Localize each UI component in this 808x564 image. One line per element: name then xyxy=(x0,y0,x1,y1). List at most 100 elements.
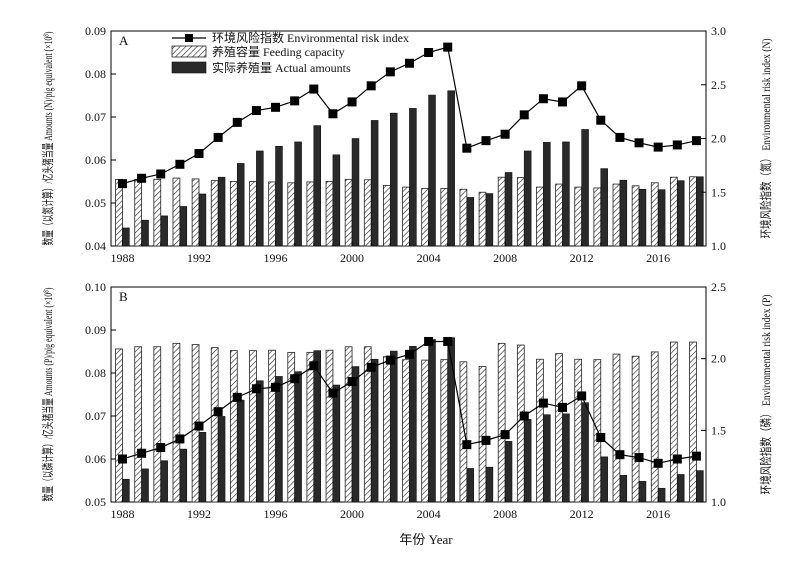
y2-axis-title: 环境风险指数（氮） Environmental risk index (N) xyxy=(758,39,773,239)
bar-actual-amounts xyxy=(600,456,608,503)
bar-feeding-capacity xyxy=(383,184,391,247)
risk-index-marker xyxy=(481,435,491,445)
bar-feeding-capacity xyxy=(516,344,525,503)
y2-tick-label: 2.0 xyxy=(711,132,726,146)
bar-feeding-capacity xyxy=(612,353,621,503)
bar-actual-amounts xyxy=(198,432,207,503)
risk-index-marker xyxy=(653,458,663,468)
bar-actual-amounts xyxy=(619,475,628,503)
bar-feeding-capacity xyxy=(689,176,697,247)
bar-actual-amounts xyxy=(677,180,685,247)
y-tick-label: 0.10 xyxy=(85,280,106,294)
y-tick-label: 0.09 xyxy=(85,323,106,337)
risk-index-marker xyxy=(596,115,606,125)
y-tick-label: 0.08 xyxy=(85,67,106,81)
bar-actual-amounts xyxy=(485,193,494,247)
risk-index-marker xyxy=(481,136,491,146)
bar-feeding-capacity xyxy=(249,350,257,503)
risk-index-marker xyxy=(538,94,548,104)
bar-feeding-capacity xyxy=(306,351,315,503)
bar-actual-amounts xyxy=(696,176,704,247)
bar-feeding-capacity xyxy=(650,182,659,247)
bar-actual-amounts xyxy=(390,350,398,503)
bar-actual-amounts xyxy=(160,215,168,247)
bar-feeding-capacity xyxy=(593,187,602,247)
bar-feeding-capacity xyxy=(363,179,372,247)
panel-label: B xyxy=(119,289,128,304)
bar-actual-amounts xyxy=(217,176,226,247)
bar-actual-amounts xyxy=(581,129,589,247)
bar-actual-amounts xyxy=(562,141,570,247)
risk-index-marker xyxy=(251,106,261,116)
risk-index-marker xyxy=(691,451,701,461)
bar-actual-amounts xyxy=(619,179,628,247)
bar-actual-amounts xyxy=(523,150,532,247)
bar-feeding-capacity xyxy=(459,188,468,247)
bar-actual-amounts xyxy=(428,94,436,247)
bar-feeding-capacity xyxy=(421,359,429,503)
risk-index-marker xyxy=(213,407,223,417)
x-tick-label: 2008 xyxy=(493,507,517,521)
bar-actual-amounts xyxy=(179,206,188,247)
bar-feeding-capacity xyxy=(344,346,353,503)
risk-index-marker xyxy=(443,336,453,346)
x-tick-label: 1988 xyxy=(110,507,134,521)
x-tick-label: 1992 xyxy=(187,251,211,265)
y2-tick-label: 2.0 xyxy=(711,352,726,366)
bar-feeding-capacity xyxy=(497,176,506,247)
y2-tick-label: 1.5 xyxy=(711,185,726,199)
bar-feeding-capacity xyxy=(670,176,678,247)
y-tick-label: 0.05 xyxy=(85,495,106,509)
bar-feeding-capacity xyxy=(631,185,640,247)
risk-index-marker xyxy=(156,443,166,453)
risk-index-marker xyxy=(558,402,568,412)
bar-feeding-capacity xyxy=(421,187,429,247)
bar-actual-amounts xyxy=(141,219,149,247)
x-tick-label: 2000 xyxy=(340,507,364,521)
risk-index-marker xyxy=(137,173,147,183)
risk-index-marker xyxy=(328,109,338,119)
y2-tick-label: 2.5 xyxy=(711,280,726,294)
bar-actual-amounts xyxy=(657,487,666,503)
bar-actual-amounts xyxy=(370,358,379,503)
bar-actual-amounts xyxy=(198,193,207,247)
bar-actual-amounts xyxy=(390,112,398,247)
y-tick-label: 0.06 xyxy=(85,452,106,466)
bar-actual-amounts xyxy=(428,339,436,503)
y-tick-label: 0.09 xyxy=(85,24,106,38)
risk-index-marker xyxy=(347,97,357,107)
risk-index-marker xyxy=(194,149,204,159)
risk-index-marker xyxy=(194,421,204,431)
bar-actual-amounts xyxy=(236,163,245,247)
bar-actual-amounts xyxy=(696,470,704,503)
bar-feeding-capacity xyxy=(459,361,468,503)
x-tick-label: 1992 xyxy=(187,507,211,521)
bar-actual-amounts xyxy=(122,478,130,503)
y-axis-title: 数量（以磷计算）/亿头猪当量 Amounts (P)/pig equivalen… xyxy=(40,288,55,502)
risk-index-marker xyxy=(462,440,472,450)
risk-index-marker xyxy=(462,143,472,153)
legend-label-feeding-capacity: 养殖容量 Feeding capacity xyxy=(212,44,345,59)
bar-actual-amounts xyxy=(313,125,321,247)
bar-feeding-capacity xyxy=(268,349,276,503)
bar-feeding-capacity xyxy=(536,186,544,247)
risk-index-marker xyxy=(691,136,701,146)
bar-feeding-capacity xyxy=(440,359,449,503)
bar-feeding-capacity xyxy=(115,178,123,247)
x-tick-label: 2004 xyxy=(417,251,441,265)
bar-actual-amounts xyxy=(677,474,685,503)
risk-index-marker xyxy=(232,117,242,127)
risk-index-marker xyxy=(596,433,606,442)
bar-actual-amounts xyxy=(657,189,666,247)
risk-index-marker xyxy=(577,81,587,91)
bar-actual-amounts xyxy=(409,108,417,247)
risk-index-marker xyxy=(519,110,529,120)
bar-actual-amounts xyxy=(332,384,341,503)
panel-a: 0.04 0.05 0.06 0.07 0.08 0.09 1.0 1.5 2.0 2.5 3.0 1… xyxy=(40,24,773,265)
y-tick-label: 0.07 xyxy=(85,409,106,423)
risk-index-marker xyxy=(424,336,434,346)
bar-feeding-capacity xyxy=(249,181,257,247)
risk-index-marker xyxy=(251,384,261,394)
